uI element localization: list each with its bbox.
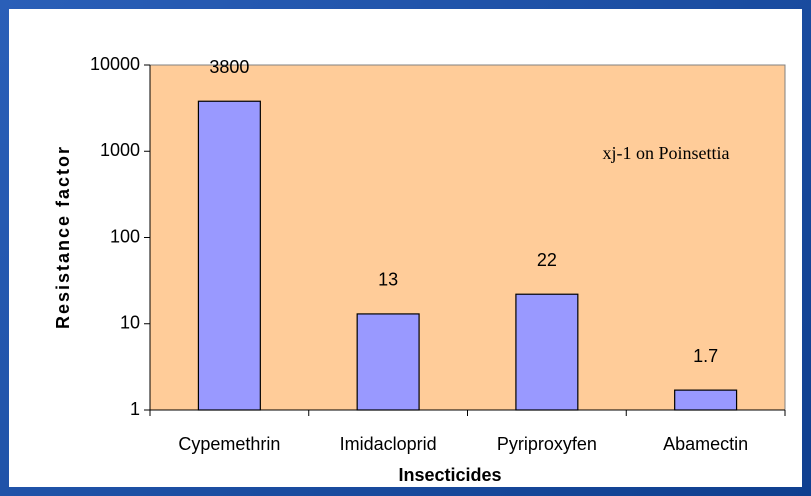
annotation: xj-1 on Poinsettia <box>603 143 730 163</box>
y-tick-label: 100 <box>110 226 140 246</box>
y-axis-label: Resistance factor <box>53 145 73 329</box>
bar <box>674 389 738 411</box>
data-label: 22 <box>537 250 557 270</box>
x-tick-label: Pyriproxyfen <box>497 434 597 454</box>
y-tick-label: 10 <box>120 313 140 333</box>
x-tick-label: Abamectin <box>663 434 748 454</box>
data-label: 13 <box>378 270 398 290</box>
y-tick-label: 1000 <box>100 140 140 160</box>
bar <box>515 293 579 411</box>
x-axis-label: Insecticides <box>398 465 501 485</box>
data-label: 3800 <box>209 57 249 77</box>
x-tick-label: Imidacloprid <box>340 434 437 454</box>
bar <box>197 100 261 411</box>
y-tick-label: 10000 <box>90 54 140 74</box>
x-tick-label: Cypemethrin <box>178 434 280 454</box>
y-tick-label: 1 <box>130 399 140 419</box>
bar <box>356 313 420 411</box>
data-label: 1.7 <box>693 346 718 366</box>
